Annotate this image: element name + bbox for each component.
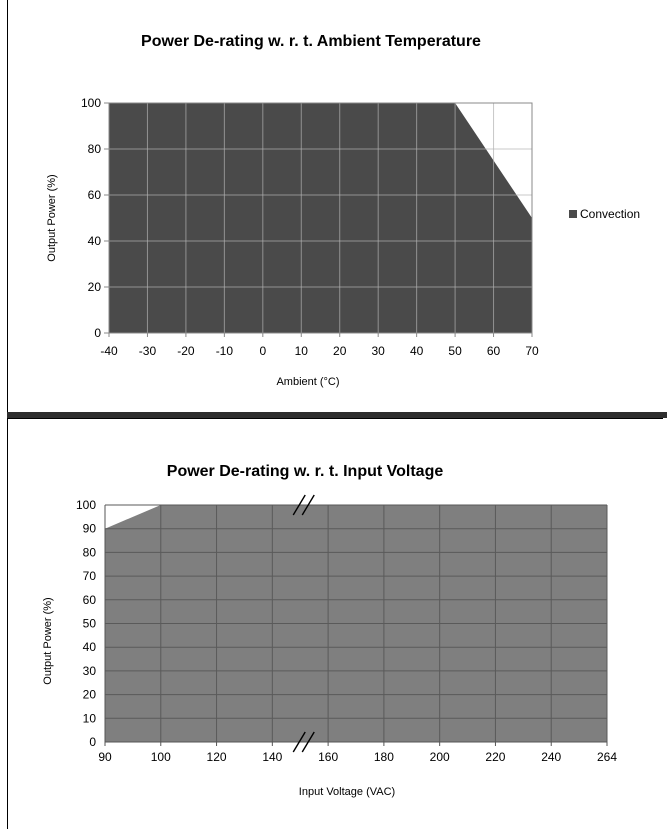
voltage-y-tick-label: 70	[83, 569, 97, 583]
area-convection	[109, 103, 532, 333]
ambient-y-tick-label: 60	[88, 188, 102, 202]
voltage-plot-area: 90 100 120 140 160 180 200 220 240 264 0 10 20 30 40 50…	[76, 494, 617, 764]
ambient-x-tick-label: -30	[139, 344, 157, 358]
ambient-x-tick-label: 10	[295, 344, 309, 358]
voltage-y-tick-label: 80	[83, 545, 97, 559]
voltage-x-axis-label: Input Voltage (VAC)	[299, 786, 395, 798]
ambient-y-tick-label: 20	[88, 280, 102, 294]
ambient-y-tick-label: 40	[88, 234, 102, 248]
ambient-y-tick-label: 80	[88, 142, 102, 156]
ambient-x-tick-label: -40	[100, 344, 118, 358]
axis-break-mark	[292, 494, 306, 516]
ambient-x-tick-label: 50	[448, 344, 462, 358]
voltage-x-tick-label: 90	[98, 750, 112, 764]
voltage-y-tick-label: 50	[83, 617, 97, 631]
voltage-chart-title: Power De-rating w. r. t. Input Voltage	[167, 463, 444, 480]
legend-swatch-convection	[569, 210, 577, 218]
axis-break-mark	[301, 494, 315, 516]
voltage-x-tick-label: 200	[430, 750, 450, 764]
ambient-chart-title: Power De-rating w. r. t. Ambient Tempera…	[141, 33, 481, 50]
ambient-chart: Power De-rating w. r. t. Ambient Tempera…	[46, 33, 640, 388]
voltage-y-tick-label: 40	[83, 640, 97, 654]
voltage-y-tick-label: 0	[89, 735, 96, 749]
axis-break-mark	[292, 731, 306, 753]
ambient-y-axis-label: Output Power (%)	[46, 174, 58, 261]
voltage-chart: Power De-rating w. r. t. Input Voltage 9…	[42, 463, 617, 798]
voltage-x-tick-label: 120	[207, 750, 227, 764]
panel-divider	[7, 412, 667, 418]
ambient-plot-area: -40 -30 -20 -10 0 10 20 30 40 50 60 70 0 20 40 60 80 100	[81, 96, 539, 358]
voltage-y-tick-label: 90	[83, 522, 97, 536]
ambient-x-axis-label: Ambient (°C)	[276, 376, 339, 388]
ambient-y-tick-label: 100	[81, 96, 101, 110]
ambient-plot-border	[108, 102, 533, 334]
voltage-x-tick-label: 100	[151, 750, 171, 764]
ambient-x-tick-label: -10	[216, 344, 234, 358]
chart-panel-voltage: Power De-rating w. r. t. Input Voltage 9…	[7, 418, 663, 829]
voltage-x-tick-label: 160	[318, 750, 338, 764]
voltage-y-tick-label: 60	[83, 593, 97, 607]
voltage-x-tick-label: 240	[541, 750, 561, 764]
chart-panel-ambient: Power De-rating w. r. t. Ambient Tempera…	[7, 0, 663, 414]
voltage-x-tick-label: 140	[262, 750, 282, 764]
ambient-x-tick-label: 60	[487, 344, 501, 358]
legend-label-convection: Convection	[580, 207, 640, 221]
ambient-x-tick-label: 70	[525, 344, 539, 358]
ambient-x-tick-label: 0	[259, 344, 266, 358]
axis-break-mark	[301, 731, 315, 753]
ambient-x-tick-label: 20	[333, 344, 347, 358]
voltage-x-tick-label: 264	[597, 750, 617, 764]
voltage-x-tick-label: 180	[374, 750, 394, 764]
ambient-x-tick-label: 30	[372, 344, 386, 358]
voltage-x-tick-label: 220	[485, 750, 505, 764]
voltage-y-tick-label: 100	[76, 498, 96, 512]
voltage-y-axis-label: Output Power (%)	[42, 597, 54, 684]
voltage-y-tick-label: 20	[83, 688, 97, 702]
voltage-y-tick-label: 30	[83, 664, 97, 678]
voltage-y-tick-label: 10	[83, 711, 97, 725]
ambient-y-tick-label: 0	[94, 326, 101, 340]
ambient-x-tick-label: -20	[177, 344, 195, 358]
ambient-x-tick-label: 40	[410, 344, 424, 358]
